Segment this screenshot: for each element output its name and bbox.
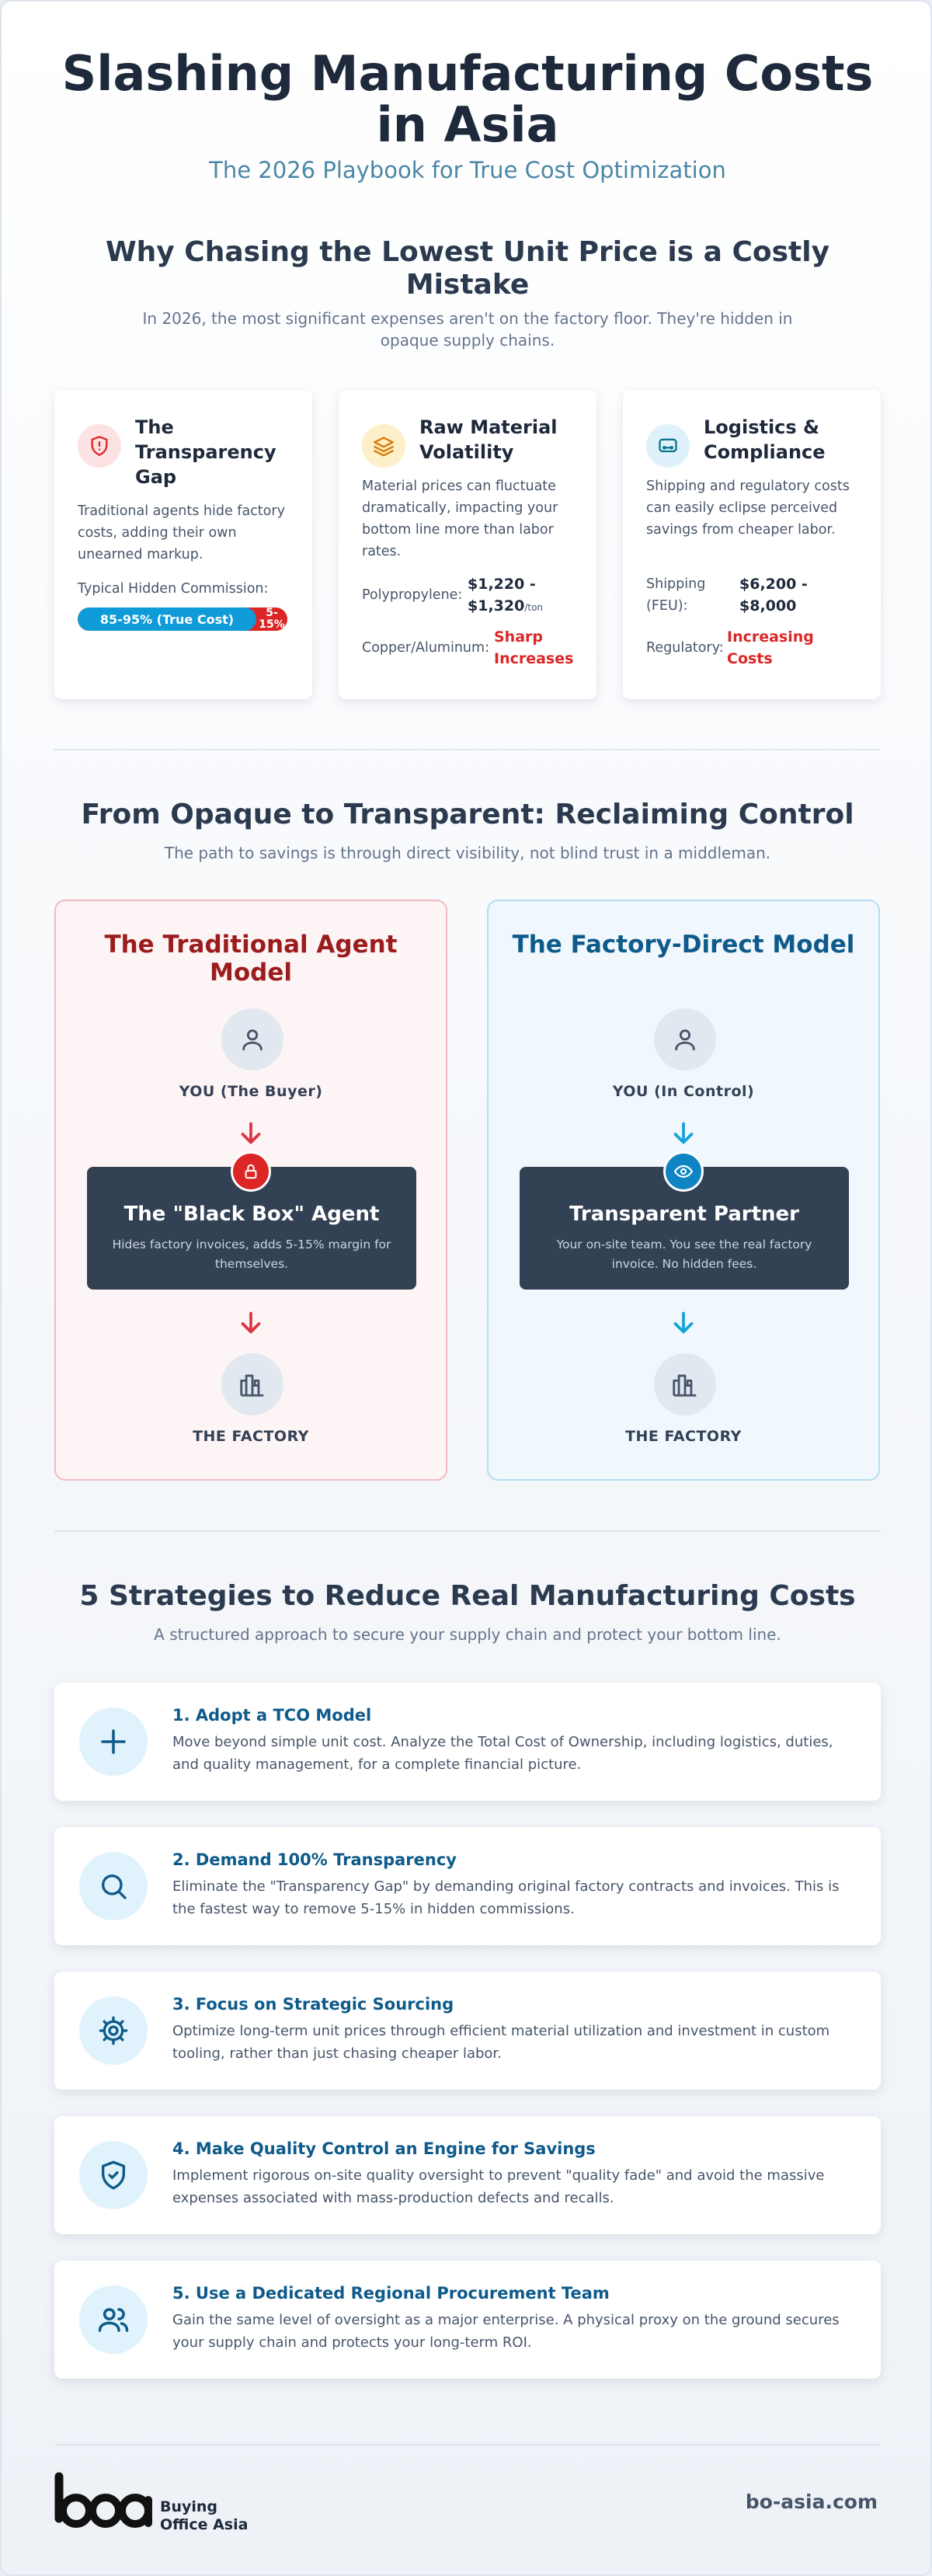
strategy-desc: Implement rigorous on-site quality overs…: [172, 2164, 856, 2209]
model-title: The Factory-Direct Model: [512, 931, 855, 959]
card-title: Logistics & Compliance: [704, 415, 867, 465]
agent-desc: Hides factory invoices, adds 5-15% margi…: [103, 1235, 401, 1274]
strategy-desc: Optimize long-term unit prices through e…: [172, 2020, 856, 2065]
true-cost-segment: 85-95% (True Cost): [78, 607, 256, 631]
section-why-title: Why Chasing the Lowest Unit Price is a C…: [79, 236, 856, 301]
user-icon: [654, 1008, 716, 1070]
card-text: Traditional agents hide factory costs, a…: [78, 500, 295, 566]
strategy-card: 2. Demand 100% Transparency Eliminate th…: [54, 1827, 881, 1945]
buyer-label: YOU (In Control): [489, 1083, 878, 1100]
card-raw-material: Raw Material Volatility Material prices …: [339, 390, 596, 699]
strategy-card: 4. Make Quality Control an Engine for Sa…: [54, 2116, 881, 2234]
buyer-label: YOU (The Buyer): [56, 1083, 446, 1100]
strategy-card: 3. Focus on Strategic Sourcing Optimize …: [54, 1972, 881, 2090]
strategy-card: 5. Use a Dedicated Regional Procurement …: [54, 2261, 881, 2379]
strategy-card: 1. Adopt a TCO Model Move beyond simple …: [54, 1683, 881, 1801]
partner-desc: Your on-site team. You see the real fact…: [535, 1235, 833, 1274]
gear-icon: [79, 1996, 148, 2065]
shipping-value: $6,200 - $8,000: [739, 573, 840, 617]
strategy-title: 2. Demand 100% Transparency: [172, 1850, 457, 1869]
commission-bar: 85-95% (True Cost) 5-15%: [78, 607, 287, 631]
eye-icon: [663, 1151, 704, 1192]
strategy-desc: Eliminate the "Transparency Gap" by dema…: [172, 1875, 856, 1920]
plus-icon: [79, 1707, 148, 1776]
divider: [54, 1530, 881, 1532]
strategy-desc: Move beyond simple unit cost. Analyze th…: [172, 1731, 856, 1776]
arrow-down-icon: [237, 1120, 265, 1148]
strategy-title: 5. Use a Dedicated Regional Procurement …: [172, 2284, 610, 2303]
divider: [54, 749, 881, 750]
agent-title: The "Black Box" Agent: [87, 1203, 416, 1226]
page-title: Slashing Manufacturing Costs in Asia: [48, 48, 887, 151]
factory-icon: [654, 1353, 716, 1415]
polypropylene-value: $1,220 - $1,320/ton: [468, 573, 569, 618]
strategy-title: 3. Focus on Strategic Sourcing: [172, 1995, 454, 2014]
shield-alert-icon: [78, 424, 121, 468]
model-title: The Traditional Agent Model: [79, 931, 423, 987]
users-icon: [79, 2285, 148, 2354]
section-models-title: From Opaque to Transparent: Reclaiming C…: [79, 799, 856, 831]
copper-value: Sharp Increases: [494, 626, 587, 670]
website-link[interactable]: bo-asia.com: [746, 2491, 878, 2513]
polypropylene-label: Polypropylene:: [362, 584, 462, 606]
section-models-subtitle: The path to savings is through direct vi…: [118, 842, 817, 864]
card-transparency-gap: The Transparency Gap Traditional agents …: [54, 390, 312, 699]
arrow-down-icon: [669, 1120, 697, 1148]
logo-wordmark: Buying Office Asia: [160, 2498, 248, 2534]
arrow-down-icon: [237, 1310, 265, 1338]
section-strategies-title: 5 Strategies to Reduce Real Manufacturin…: [79, 1580, 856, 1613]
card-logistics: Logistics & Compliance Shipping and regu…: [623, 390, 881, 699]
commission-segment: 5-15%: [256, 607, 287, 631]
card-text: Shipping and regulatory costs can easily…: [646, 475, 864, 541]
factory-label: THE FACTORY: [489, 1428, 878, 1445]
regulatory-value: Increasing Costs: [727, 626, 836, 670]
arrow-down-icon: [669, 1310, 697, 1338]
boa-logo-mark: [53, 2472, 154, 2534]
search-icon: [79, 1852, 148, 1920]
divider: [54, 2444, 881, 2445]
user-icon: [221, 1008, 283, 1070]
shield-check-icon: [79, 2141, 148, 2209]
copper-label: Copper/Aluminum:: [362, 637, 489, 659]
lock-icon: [231, 1151, 271, 1192]
regulatory-label: Regulatory:: [646, 637, 724, 659]
strategy-title: 1. Adopt a TCO Model: [172, 1706, 371, 1725]
truck-icon: [646, 424, 690, 468]
strategy-title: 4. Make Quality Control an Engine for Sa…: [172, 2139, 596, 2158]
strategy-desc: Gain the same level of oversight as a ma…: [172, 2309, 856, 2354]
shipping-label: Shipping (FEU):: [646, 573, 732, 617]
layers-icon: [362, 424, 405, 468]
commission-label: Typical Hidden Commission:: [78, 578, 268, 600]
card-title: The Transparency Gap: [135, 415, 298, 489]
card-title: Raw Material Volatility: [419, 415, 582, 465]
traditional-agent-model: The Traditional Agent Model YOU (The Buy…: [54, 900, 447, 1481]
card-text: Material prices can fluctuate dramatical…: [362, 475, 579, 562]
section-why-subtitle: In 2026, the most significant expenses a…: [118, 308, 817, 351]
page-subtitle: The 2026 Playbook for True Cost Optimiza…: [48, 157, 887, 183]
section-strategies-subtitle: A structured approach to secure your sup…: [118, 1624, 817, 1645]
partner-title: Transparent Partner: [520, 1203, 849, 1226]
factory-direct-model: The Factory-Direct Model YOU (In Control…: [487, 900, 880, 1481]
factory-icon: [221, 1353, 283, 1415]
company-logo[interactable]: Buying Office Asia: [53, 2472, 255, 2534]
factory-label: THE FACTORY: [56, 1428, 446, 1445]
